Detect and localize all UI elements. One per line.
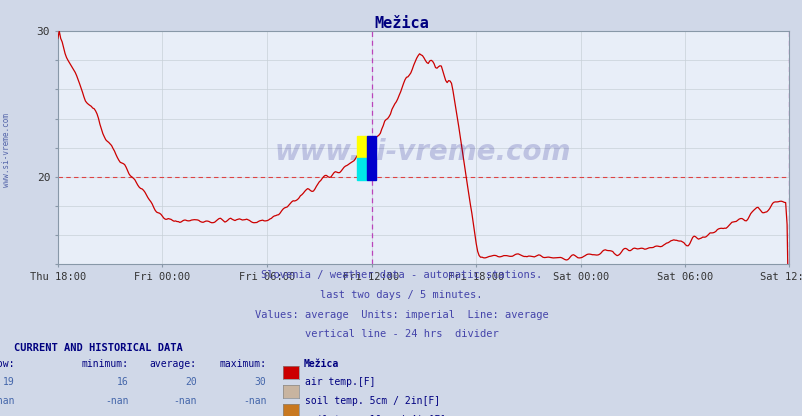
- Text: Values: average  Units: imperial  Line: average: Values: average Units: imperial Line: av…: [254, 310, 548, 319]
- Text: 30: 30: [254, 377, 266, 387]
- Text: -nan: -nan: [105, 396, 128, 406]
- Text: soil temp. 10cm / 4in[F]: soil temp. 10cm / 4in[F]: [305, 415, 446, 416]
- Text: -nan: -nan: [105, 415, 128, 416]
- Text: -nan: -nan: [243, 415, 266, 416]
- Text: -nan: -nan: [0, 396, 14, 406]
- Bar: [366, 136, 375, 180]
- Text: 16: 16: [116, 377, 128, 387]
- Bar: [357, 158, 366, 180]
- Text: www.si-vreme.com: www.si-vreme.com: [274, 139, 571, 166]
- Text: 20: 20: [184, 377, 196, 387]
- Text: Mežica: Mežica: [374, 16, 428, 31]
- Text: -nan: -nan: [173, 396, 196, 406]
- Text: -nan: -nan: [173, 415, 196, 416]
- Text: -nan: -nan: [243, 396, 266, 406]
- Text: now:: now:: [0, 359, 14, 369]
- Text: air temp.[F]: air temp.[F]: [305, 377, 375, 387]
- Text: -nan: -nan: [0, 415, 14, 416]
- Text: minimum:: minimum:: [81, 359, 128, 369]
- Text: maximum:: maximum:: [219, 359, 266, 369]
- Text: CURRENT AND HISTORICAL DATA: CURRENT AND HISTORICAL DATA: [14, 343, 183, 353]
- Text: average:: average:: [149, 359, 196, 369]
- Text: Slovenia / weather data - automatic stations.: Slovenia / weather data - automatic stat…: [261, 270, 541, 280]
- Text: www.si-vreme.com: www.si-vreme.com: [2, 113, 11, 187]
- Text: Mežica: Mežica: [303, 359, 338, 369]
- Text: vertical line - 24 hrs  divider: vertical line - 24 hrs divider: [304, 329, 498, 339]
- Text: last two days / 5 minutes.: last two days / 5 minutes.: [320, 290, 482, 300]
- Text: soil temp. 5cm / 2in[F]: soil temp. 5cm / 2in[F]: [305, 396, 439, 406]
- Text: 19: 19: [2, 377, 14, 387]
- Bar: [357, 136, 366, 158]
